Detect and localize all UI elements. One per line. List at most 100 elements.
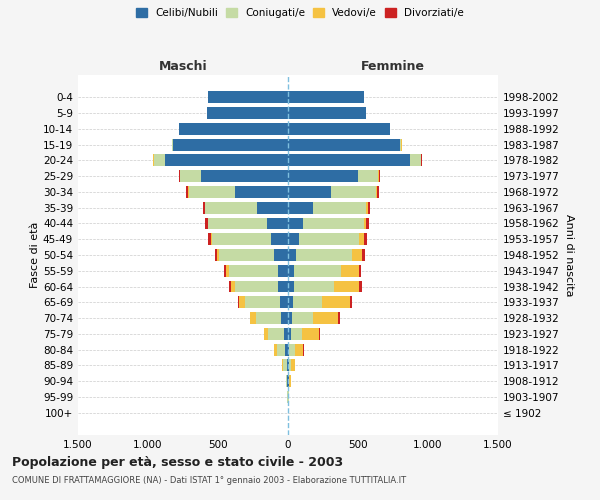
Bar (235, 280, 278, 292)
Bar (239, 296, 245, 308)
Bar (264, 328, 268, 340)
Bar (208, 234, 211, 245)
Bar (334, 280, 359, 292)
Bar (289, 376, 290, 387)
Bar (179, 170, 180, 182)
Bar (229, 280, 230, 292)
Bar (364, 218, 366, 230)
Bar (359, 234, 364, 245)
Y-axis label: Anni di nascita: Anni di nascita (563, 214, 574, 296)
Bar (358, 170, 379, 182)
Bar (288, 170, 358, 182)
Bar (292, 312, 313, 324)
Bar (188, 186, 235, 198)
Bar (203, 202, 205, 213)
Bar (366, 218, 369, 230)
Bar (179, 123, 288, 134)
Bar (172, 138, 173, 150)
Bar (295, 265, 341, 276)
Bar (410, 154, 421, 166)
Bar (226, 265, 229, 276)
Bar (208, 92, 288, 103)
Bar (331, 186, 376, 198)
Bar (362, 249, 365, 261)
Bar (211, 234, 212, 245)
Bar (322, 296, 350, 308)
Bar (238, 296, 239, 308)
Bar (277, 344, 285, 355)
Bar (154, 154, 165, 166)
Y-axis label: Fasce di età: Fasce di età (30, 222, 40, 288)
Bar (296, 249, 352, 261)
Bar (287, 360, 288, 372)
Bar (217, 249, 220, 261)
Bar (271, 234, 288, 245)
Bar (288, 154, 410, 166)
Bar (287, 376, 288, 387)
Text: COMUNE DI FRATTAMAGGIORE (NA) - Dati ISTAT 1° gennaio 2003 - Elaborazione TUTTIT: COMUNE DI FRATTAMAGGIORE (NA) - Dati IST… (12, 476, 406, 485)
Bar (341, 265, 359, 276)
Bar (350, 296, 352, 308)
Bar (288, 123, 390, 134)
Bar (274, 344, 277, 355)
Bar (359, 265, 361, 276)
Bar (288, 265, 295, 276)
Bar (268, 328, 284, 340)
Bar (313, 312, 338, 324)
Bar (288, 328, 291, 340)
Bar (245, 296, 280, 308)
Bar (173, 138, 288, 150)
Bar (288, 202, 313, 213)
Bar (289, 344, 295, 355)
Bar (291, 360, 295, 372)
Bar (256, 312, 281, 324)
Bar (288, 376, 289, 387)
Bar (277, 265, 288, 276)
Bar (215, 249, 217, 261)
Bar (368, 202, 370, 213)
Bar (283, 360, 287, 372)
Bar (224, 265, 226, 276)
Bar (230, 280, 235, 292)
Bar (220, 249, 274, 261)
Bar (293, 296, 322, 308)
Bar (212, 234, 271, 245)
Bar (352, 249, 362, 261)
Bar (274, 249, 288, 261)
Bar (293, 280, 334, 292)
Bar (186, 186, 188, 198)
Bar (208, 218, 267, 230)
Bar (207, 107, 288, 119)
Bar (280, 296, 288, 308)
Bar (288, 107, 367, 119)
Bar (165, 154, 288, 166)
Bar (289, 360, 291, 372)
Bar (377, 186, 379, 198)
Text: Popolazione per età, sesso e stato civile - 2003: Popolazione per età, sesso e stato civil… (12, 456, 343, 469)
Bar (359, 280, 361, 292)
Bar (288, 249, 296, 261)
Text: Maschi: Maschi (158, 60, 208, 72)
Bar (288, 138, 400, 150)
Bar (205, 202, 257, 213)
Text: Femmine: Femmine (361, 60, 425, 72)
Bar (250, 312, 256, 324)
Bar (367, 202, 368, 213)
Bar (288, 186, 331, 198)
Legend: Celibi/Nubili, Coniugati/e, Vedovi/e, Divorziati/e: Celibi/Nubili, Coniugati/e, Vedovi/e, Di… (133, 5, 467, 21)
Bar (291, 328, 302, 340)
Bar (229, 265, 277, 276)
Bar (299, 234, 359, 245)
Bar (288, 92, 364, 103)
Bar (288, 344, 289, 355)
Bar (376, 186, 377, 198)
Bar (267, 218, 288, 230)
Bar (302, 328, 319, 340)
Bar (278, 280, 288, 292)
Bar (295, 344, 304, 355)
Bar (319, 328, 320, 340)
Bar (235, 186, 288, 198)
Bar (288, 312, 292, 324)
Bar (201, 170, 288, 182)
Bar (284, 328, 288, 340)
